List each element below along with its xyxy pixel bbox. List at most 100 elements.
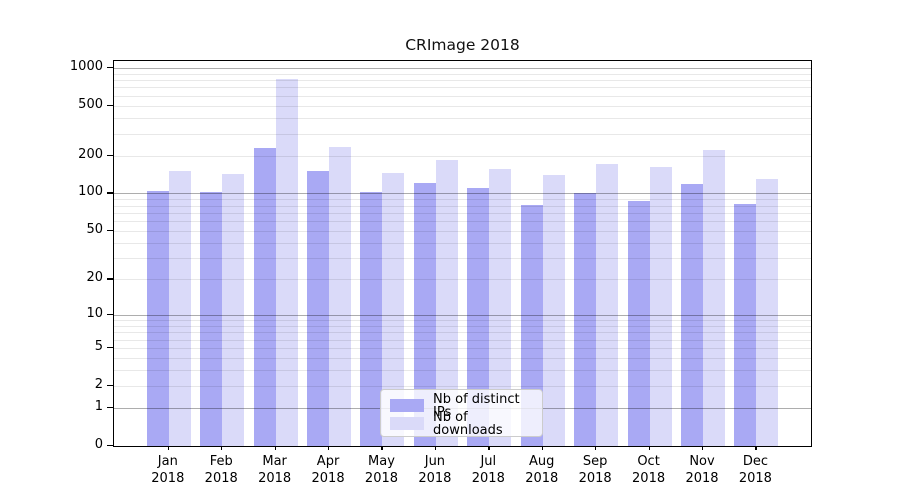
- y-tick-label: 500: [78, 96, 103, 112]
- y-tick-mark: [107, 278, 113, 280]
- minor-gridline-800: [114, 80, 811, 82]
- minor-gridline-8: [114, 325, 811, 327]
- y-tick-label: 1000: [69, 58, 103, 74]
- minor-gridline-2: [114, 385, 811, 387]
- y-tick-0: 0: [0, 437, 113, 452]
- x-tick-label: Apr 2018: [311, 454, 345, 486]
- y-tick-10: 10: [0, 306, 113, 321]
- x-tick-mark: [274, 446, 276, 450]
- x-tick-mark: [595, 446, 597, 450]
- bar-sep-2018-downloads: [596, 163, 619, 446]
- y-tick-1: 1: [0, 399, 113, 414]
- y-tick-label: 0: [94, 437, 103, 452]
- minor-gridline-30: [114, 258, 811, 260]
- minor-gridline-700: [114, 87, 811, 89]
- y-tick-100: 100: [0, 184, 113, 199]
- minor-gridline-500: [114, 105, 811, 107]
- bar-jun-2018-downloads: [435, 159, 458, 446]
- y-tick-label: 100: [78, 184, 103, 200]
- minor-gridline-80: [114, 205, 811, 207]
- bar-dec-2018-downloads: [756, 178, 779, 446]
- bar-feb-2018-ips: [200, 191, 223, 446]
- x-tick-mark: [381, 446, 383, 450]
- minor-gridline-400: [114, 117, 811, 119]
- minor-gridline-600: [114, 95, 811, 97]
- bar-sep-2018-ips: [574, 192, 597, 446]
- bar-may-2018-ips: [360, 191, 383, 446]
- y-tick-label: 200: [78, 146, 103, 162]
- major-gridline-10: [114, 314, 811, 316]
- bar-oct-2018-downloads: [649, 166, 672, 446]
- minor-gridline-70: [114, 212, 811, 214]
- minor-gridline-7: [114, 332, 811, 334]
- bar-aug-2018-ips: [520, 204, 543, 446]
- x-tick-mark: [648, 446, 650, 450]
- bar-apr-2018-downloads: [329, 146, 352, 446]
- x-tick-label: Dec 2018: [738, 454, 772, 486]
- y-tick-mark: [107, 192, 113, 194]
- y-tick-label: 10: [86, 305, 103, 321]
- y-tick-5: 5: [0, 339, 113, 354]
- distinct-ips-swatch-icon: [390, 399, 424, 412]
- bar-jan-2018-downloads: [168, 171, 191, 446]
- minor-gridline-40: [114, 242, 811, 244]
- x-tick-label: Jun 2018: [418, 454, 452, 486]
- bar-apr-2018-ips: [307, 171, 330, 446]
- bar-oct-2018-ips: [627, 200, 650, 446]
- x-tick-mark: [434, 446, 437, 450]
- downloads-swatch-icon: [390, 417, 424, 430]
- x-tick-label: Jan 2018: [151, 454, 185, 486]
- minor-gridline-300: [114, 133, 811, 135]
- x-tick-mark: [488, 446, 490, 450]
- x-tick-label: Jul 2018: [471, 454, 505, 486]
- minor-gridline-4: [114, 357, 811, 359]
- bar-mar-2018-ips: [253, 148, 276, 446]
- y-tick-mark: [107, 346, 113, 349]
- y-tick-label: 20: [86, 270, 103, 286]
- bar-jul-2018-ips: [467, 187, 490, 446]
- bar-nov-2018-downloads: [703, 150, 725, 446]
- major-gridline-1000: [114, 67, 811, 69]
- bar-aug-2018-downloads: [542, 175, 565, 446]
- x-tick-label: May 2018: [364, 454, 399, 486]
- x-tick-mark: [167, 446, 169, 450]
- minor-gridline-6: [114, 339, 811, 341]
- minor-gridline-9: [114, 319, 811, 321]
- bar-nov-2018-ips: [681, 184, 703, 446]
- y-tick-mark: [107, 407, 113, 409]
- y-tick-mark: [107, 154, 113, 156]
- bar-mar-2018-downloads: [275, 79, 298, 446]
- y-tick-label: 1: [94, 399, 103, 415]
- x-tick-mark: [755, 446, 757, 450]
- x-tick-label: Mar 2018: [258, 454, 292, 486]
- x-tick-label: Sep 2018: [578, 454, 612, 486]
- y-tick-mark: [107, 384, 113, 387]
- y-tick-mark: [107, 313, 113, 315]
- x-tick-label: Aug 2018: [525, 454, 559, 486]
- x-tick-mark: [328, 446, 330, 450]
- y-tick-label: 50: [86, 221, 103, 237]
- y-tick-label: 5: [94, 338, 103, 354]
- y-tick-mark: [107, 66, 113, 69]
- minor-gridline-50: [114, 230, 811, 232]
- y-tick-500: 500: [0, 97, 113, 112]
- chart-title: CRImage 2018: [405, 36, 520, 54]
- y-tick-mark: [107, 104, 113, 106]
- bar-may-2018-downloads: [382, 173, 405, 446]
- x-tick-mark: [221, 446, 223, 450]
- y-tick-50: 50: [0, 222, 113, 237]
- minor-gridline-900: [114, 73, 811, 75]
- bar-jun-2018-ips: [413, 182, 436, 446]
- y-tick-mark: [107, 229, 113, 232]
- x-tick-label: Oct 2018: [632, 454, 666, 486]
- minor-gridline-3: [114, 370, 811, 372]
- y-tick-1000: 1000: [0, 59, 113, 74]
- bar-jan-2018-ips: [146, 190, 169, 446]
- legend-label-distinct-ips: Nb of distinct IPs: [433, 391, 520, 420]
- minor-gridline-200: [114, 155, 811, 157]
- minor-gridline-20: [114, 279, 811, 281]
- bar-dec-2018-ips: [734, 203, 757, 446]
- legend-item-distinct-ips: Nb of distinct IPs: [390, 393, 533, 419]
- legend: Nb of distinct IPs Nb of downloads: [380, 389, 543, 437]
